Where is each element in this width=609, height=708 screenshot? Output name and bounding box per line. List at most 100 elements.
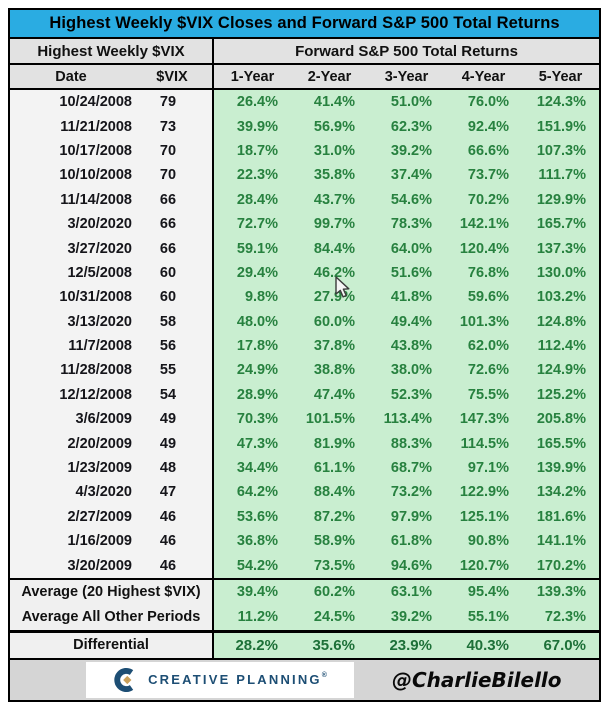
return-cell: 130.0%: [536, 264, 586, 281]
table-row: 3/27/2020 66 59.1% 84.4% 64.0% 120.4% 137.3%: [10, 236, 599, 261]
return-cell: 17.8%: [236, 338, 278, 355]
summary-return-cell: 63.1%: [390, 584, 432, 601]
return-cell: 59.6%: [467, 289, 509, 306]
return-cell: 22.3%: [236, 167, 278, 184]
summary-return-cell: 60.2%: [313, 584, 355, 601]
date-cell: 11/7/2008: [68, 338, 132, 355]
return-cell: 61.1%: [313, 460, 355, 477]
return-cell: 37.4%: [390, 167, 432, 184]
return-cell: 39.9%: [236, 118, 278, 135]
registered-mark: ®: [321, 672, 327, 680]
date-cell: 10/31/2008: [59, 289, 132, 306]
date-cell: 3/20/2009: [67, 557, 132, 574]
differential-cell: 28.2%: [235, 636, 278, 654]
return-cell: 97.1%: [467, 460, 509, 477]
return-cell: 68.7%: [390, 460, 432, 477]
table-row: 10/24/2008 79 26.4% 41.4% 51.0% 76.0% 124.3%: [10, 90, 599, 115]
table-row: 3/6/2009 49 70.3% 101.5% 113.4% 147.3% 205.8…: [10, 407, 599, 432]
return-cell: 92.4%: [467, 118, 509, 135]
return-cell: 58.9%: [313, 533, 355, 550]
return-cell: 59.1%: [236, 240, 278, 257]
table-row: 12/12/2008 54 28.9% 47.4% 52.3% 75.5% 125.2%: [10, 382, 599, 408]
return-cell: 97.9%: [390, 508, 432, 525]
return-cell: 35.8%: [313, 167, 355, 184]
return-cell: 27.9%: [313, 289, 355, 306]
vix-cell: 60: [159, 264, 177, 281]
differential-label: Differential: [73, 637, 149, 654]
vix-cell: 70: [159, 167, 177, 184]
return-cell: 137.3%: [536, 240, 586, 257]
return-cell: 28.4%: [236, 191, 278, 208]
vix-cell: 46: [159, 533, 177, 550]
return-cell: 37.8%: [313, 338, 355, 355]
return-cell: 54.2%: [236, 557, 278, 574]
summary-label: Average (20 Highest $VIX): [21, 584, 201, 601]
return-cell: 78.3%: [390, 216, 432, 233]
date-cell: 2/27/2009: [67, 508, 132, 525]
return-cell: 38.0%: [390, 362, 432, 379]
return-cell: 88.3%: [390, 435, 432, 452]
return-cell: 76.8%: [467, 264, 509, 281]
return-cell: 125.1%: [459, 508, 509, 525]
table-row: 12/5/2008 60 29.4% 46.2% 51.6% 76.8% 130.0%: [10, 260, 599, 286]
return-cell: 120.4%: [459, 240, 509, 257]
date-cell: 3/27/2020: [67, 240, 132, 257]
date-cell: 12/5/2008: [67, 264, 132, 281]
table-row: 11/21/2008 73 39.9% 56.9% 62.3% 92.4% 151.9%: [10, 114, 599, 139]
return-cell: 165.7%: [536, 216, 586, 233]
vix-cell: 58: [159, 313, 177, 330]
summary-return-cell: 39.2%: [390, 609, 432, 626]
return-cell: 34.4%: [236, 460, 278, 477]
return-cell: 24.9%: [236, 362, 278, 379]
table-row: 11/28/2008 55 24.9% 38.8% 38.0% 72.6% 124.9%: [10, 358, 599, 383]
creative-planning-logo: CREATIVE PLANNING®: [86, 661, 354, 698]
section-header-right: Forward S&P 500 Total Returns: [212, 39, 599, 63]
summary-label: Average All Other Periods: [21, 609, 201, 626]
date-cell: 1/16/2009: [67, 533, 132, 550]
return-cell: 46.2%: [313, 264, 355, 281]
return-cell: 139.9%: [536, 460, 586, 477]
return-cell: 36.8%: [236, 533, 278, 550]
summary-return-cell: 72.3%: [544, 609, 586, 626]
table-row: 4/3/2020 47 64.2% 88.4% 73.2% 122.9% 134.2%: [10, 480, 599, 505]
table-row: 3/13/2020 58 48.0% 60.0% 49.4% 101.3% 124.8%: [10, 309, 599, 334]
vix-cell: 49: [159, 435, 177, 452]
return-cell: 31.0%: [313, 142, 355, 159]
differential-row: Differential 28.2% 35.6% 23.9% 40.3% 67.…: [10, 629, 599, 658]
vix-cell: 46: [159, 557, 177, 574]
return-cell: 84.4%: [313, 240, 355, 257]
date-cell: 11/14/2008: [60, 191, 132, 208]
date-cell: 2/20/2009: [67, 435, 132, 452]
vix-cell: 73: [159, 118, 177, 135]
return-cell: 64.2%: [236, 484, 278, 501]
vix-cell: 56: [159, 338, 177, 355]
date-cell: 3/13/2020: [67, 313, 132, 330]
differential-cell: 40.3%: [466, 636, 509, 654]
return-cell: 75.5%: [467, 386, 509, 403]
return-cell: 73.2%: [390, 484, 432, 501]
return-cell: 47.4%: [313, 386, 355, 403]
vix-cell: 47: [159, 484, 177, 501]
return-cell: 61.8%: [390, 533, 432, 550]
column-header-1year: 1-Year: [230, 68, 275, 85]
table-row: 1/16/2009 46 36.8% 58.9% 61.8% 90.8% 141.1%: [10, 529, 599, 554]
return-cell: 141.1%: [536, 533, 586, 550]
date-cell: 3/6/2009: [75, 411, 132, 428]
return-cell: 43.8%: [390, 338, 432, 355]
table-row: 1/23/2009 48 34.4% 61.1% 68.7% 97.1% 139.9%: [10, 455, 599, 481]
author-handle: @CharlieBilello: [392, 667, 562, 692]
date-cell: 11/28/2008: [60, 362, 132, 379]
return-cell: 81.9%: [313, 435, 355, 452]
return-cell: 94.6%: [390, 557, 432, 574]
return-cell: 113.4%: [383, 411, 432, 428]
mouse-cursor-icon: [335, 276, 350, 298]
date-cell: 1/23/2009: [67, 460, 132, 477]
column-header-4year: 4-Year: [461, 68, 506, 85]
return-cell: 103.2%: [536, 289, 586, 306]
return-cell: 76.0%: [467, 94, 509, 111]
table-row: 10/31/2008 60 9.8% 27.9% 41.8% 59.6% 103.2%: [10, 285, 599, 310]
date-cell: 12/12/2008: [59, 386, 132, 403]
return-cell: 18.7%: [236, 142, 278, 159]
vix-cell: 54: [159, 386, 177, 403]
summary-section: Average (20 Highest $VIX) 39.4% 60.2% 63.1…: [10, 577, 599, 630]
